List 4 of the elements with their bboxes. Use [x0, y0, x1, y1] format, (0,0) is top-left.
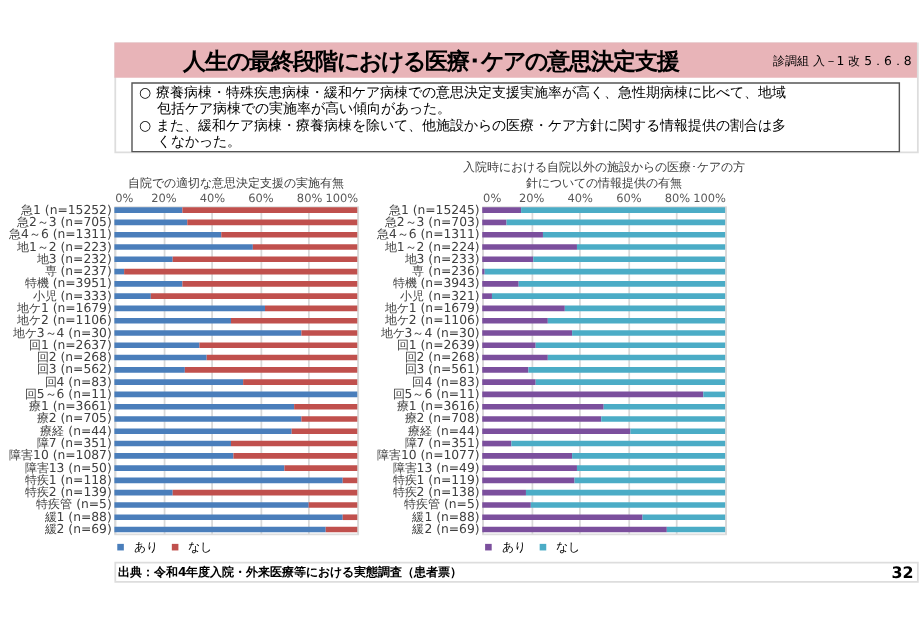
text: ○ また、緩和ケア病棟・療養病棟を除いて、他施設からの医療・ケア方針に関する情報提供の割合は多くなかった。 [139, 115, 786, 151]
text: ○ 療養病棟・特殊疾患病棟・緩和ケア病棟での意思決定支援実施率が高く、急性期病棟に比べて、地域包括ケア病棟での実施率が高い傾向があった。 [139, 83, 786, 118]
text: 人生の最終段階における医療･ケアの意思決定支援 [181, 46, 682, 75]
text: 32 [891, 563, 914, 582]
